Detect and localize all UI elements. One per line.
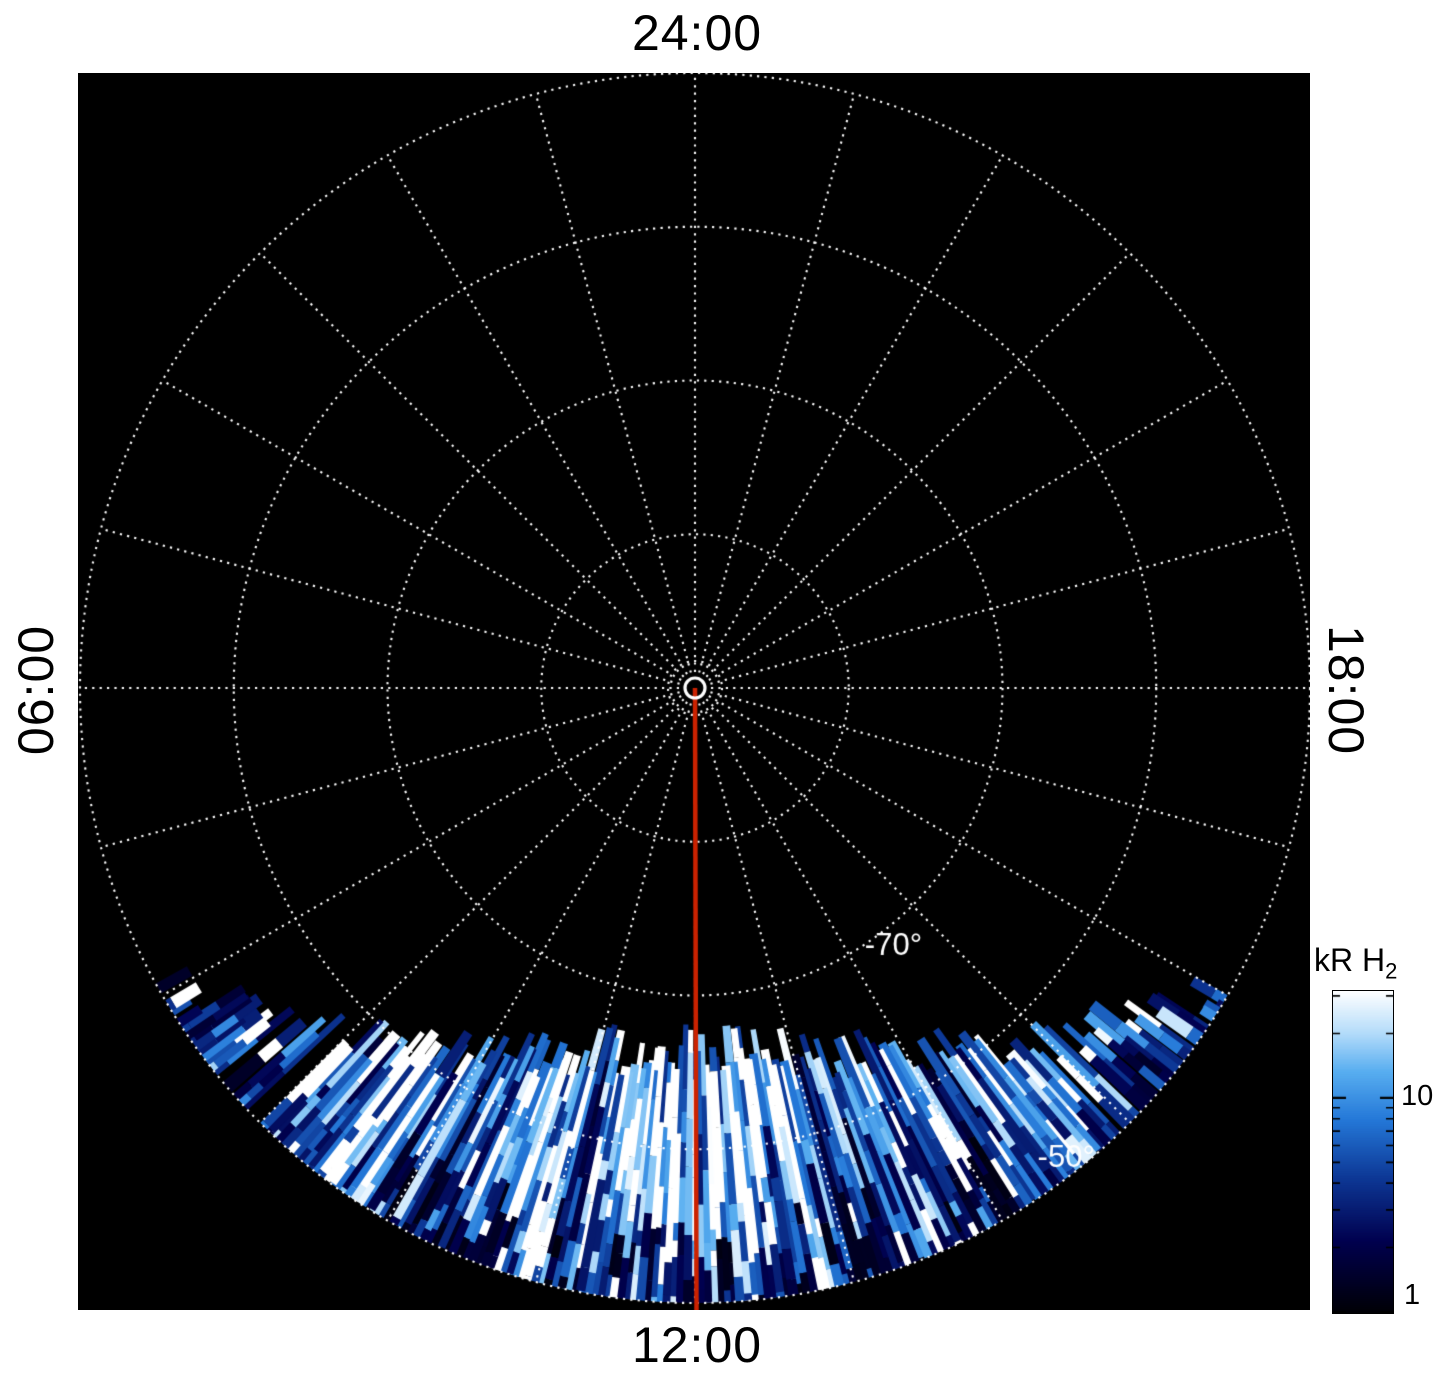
- polar-plot-canvas: [78, 73, 1310, 1310]
- colorbar-title: kR H2: [1314, 942, 1397, 984]
- axis-label-dawn: 06:00: [8, 624, 64, 756]
- colorbar-tick-label-10: 10: [1401, 1080, 1434, 1112]
- colorbar-gradient: [1332, 990, 1394, 1314]
- axis-label-noon: 12:00: [631, 1317, 763, 1373]
- axis-label-midnight: 24:00: [631, 5, 763, 61]
- colorbar-tick-label-1: 1: [1404, 1279, 1421, 1311]
- axis-label-dusk: 18:00: [1318, 624, 1374, 756]
- colorbar-title-main: kR H: [1314, 942, 1386, 978]
- colorbar-title-sub: 2: [1385, 958, 1398, 984]
